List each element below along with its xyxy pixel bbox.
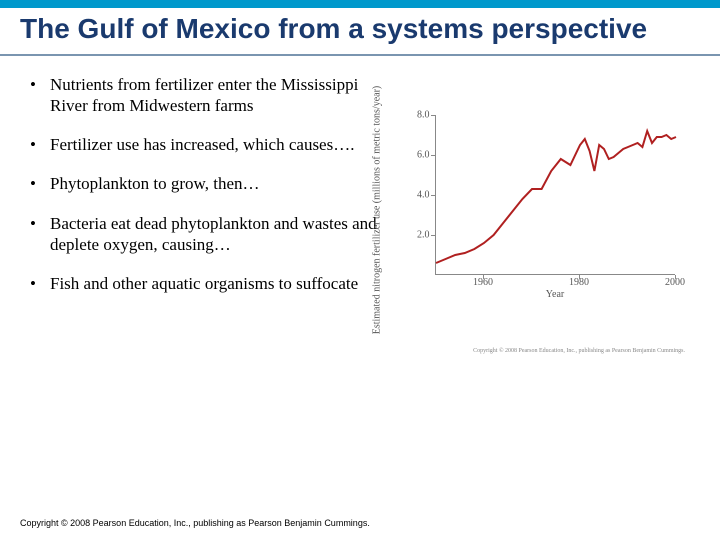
- bullet-item: Fish and other aquatic organisms to suff…: [30, 273, 380, 294]
- chart-container: Estimated nitrogen fertilizer use (milli…: [380, 74, 700, 313]
- y-tick-label: 8.0: [417, 109, 430, 120]
- x-axis-label: Year: [546, 289, 564, 300]
- content-row: Nutrients from fertilizer enter the Miss…: [0, 56, 720, 313]
- y-tick-label: 6.0: [417, 149, 430, 160]
- bullet-list: Nutrients from fertilizer enter the Miss…: [30, 74, 380, 313]
- page-title: The Gulf of Mexico from a systems perspe…: [20, 12, 700, 46]
- bullet-item: Bacteria eat dead phytoplankton and wast…: [30, 213, 380, 256]
- y-axis-label: Estimated nitrogen fertilizer use (milli…: [372, 85, 383, 334]
- y-tick-label: 4.0: [417, 189, 430, 200]
- bullet-item: Fertilizer use has increased, which caus…: [30, 134, 380, 155]
- plot-area: [435, 115, 675, 275]
- title-block: The Gulf of Mexico from a systems perspe…: [0, 8, 720, 56]
- fertilizer-line-chart: Estimated nitrogen fertilizer use (milli…: [385, 110, 685, 310]
- line-svg: [436, 115, 676, 275]
- chart-credit: Copyright © 2008 Pearson Education, Inc.…: [473, 348, 685, 354]
- top-accent-bar: [0, 0, 720, 8]
- y-tick-label: 2.0: [417, 229, 430, 240]
- bullet-item: Nutrients from fertilizer enter the Miss…: [30, 74, 380, 117]
- slide-copyright: Copyright © 2008 Pearson Education, Inc.…: [20, 518, 370, 528]
- bullet-item: Phytoplankton to grow, then…: [30, 173, 380, 194]
